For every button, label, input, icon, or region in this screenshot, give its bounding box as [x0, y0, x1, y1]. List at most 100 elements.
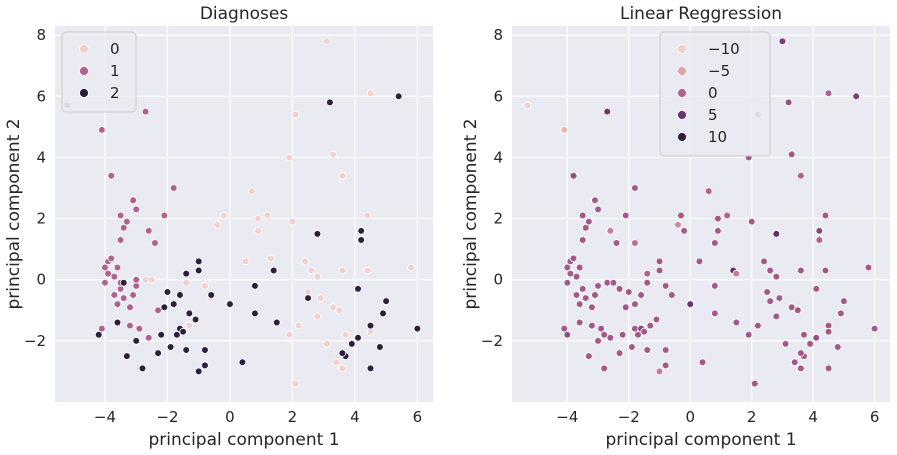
scatter-point	[313, 312, 322, 321]
scatter-point	[787, 150, 796, 159]
legend: −10 −5 0 5 10	[659, 31, 771, 157]
scatter-point	[597, 324, 605, 333]
scatter-point	[113, 263, 122, 272]
x-tick-label: 2	[288, 408, 298, 426]
scatter-point	[560, 126, 569, 134]
scatter-point	[316, 294, 325, 302]
scatter-point	[207, 291, 215, 299]
scatter-point	[338, 266, 347, 275]
scatter-point	[376, 343, 384, 351]
scatter-point	[226, 300, 234, 308]
scatter-point	[288, 217, 297, 226]
scatter-point	[98, 126, 106, 134]
scatter-point	[569, 254, 578, 263]
chart-title: Linear Reggression	[620, 4, 782, 24]
scatter-point	[772, 312, 781, 321]
scatter-point	[714, 214, 722, 223]
x-tick-label: 0	[685, 408, 695, 426]
scatter-point	[173, 330, 181, 339]
scatter-point	[744, 330, 753, 339]
scatter-point	[129, 196, 137, 205]
scatter-point	[322, 37, 331, 46]
scatter-point	[637, 291, 645, 299]
y-tick-label: 4	[36, 148, 46, 166]
scatter-point	[772, 230, 781, 238]
scatter-point	[119, 223, 128, 232]
scatter-point	[797, 266, 805, 275]
scatter-point	[104, 269, 112, 278]
scatter-point	[138, 364, 147, 373]
scatter-point	[116, 211, 125, 220]
scatter-point	[291, 379, 300, 388]
scatter-point	[711, 309, 719, 318]
scatter-point	[160, 303, 169, 312]
scatter-point	[201, 282, 209, 290]
scatter-point	[852, 92, 860, 101]
scatter-point	[185, 321, 194, 330]
scatter-point	[366, 89, 375, 98]
scatter-point	[379, 309, 387, 318]
scatter-point	[680, 227, 688, 235]
scatter-point	[766, 266, 774, 275]
scatter-point	[778, 37, 787, 46]
y-tick-label: 6	[493, 87, 503, 105]
scatter-point	[301, 257, 309, 266]
scatter-point	[840, 297, 848, 305]
scatter-point	[363, 266, 372, 275]
scatter-point	[304, 294, 312, 302]
scatter-point	[357, 236, 365, 244]
scatter-point	[107, 254, 116, 263]
scatter-point	[363, 211, 372, 220]
scatter-point	[335, 306, 344, 315]
y-tick-label: 6	[36, 87, 46, 105]
scatter-point	[407, 263, 415, 272]
scatter-point	[615, 349, 624, 357]
scatter-point	[655, 257, 664, 266]
scatter-point	[413, 324, 422, 333]
x-tick-label: 0	[225, 408, 235, 426]
scatter-point	[747, 217, 756, 226]
scatter-point	[695, 257, 704, 266]
scatter-point	[634, 330, 642, 339]
x-tick-label: −2	[156, 408, 178, 426]
scatter-point	[585, 352, 593, 360]
scatter-point	[655, 367, 664, 376]
scatter-point	[329, 150, 337, 159]
scatter-point	[591, 291, 599, 299]
scatter-point	[357, 227, 365, 235]
legend-box	[61, 31, 137, 113]
legend-label: 10	[708, 128, 727, 146]
scatter-point	[179, 327, 187, 336]
scatter-point	[201, 361, 209, 370]
scatter-point	[338, 364, 347, 373]
scatter-point	[329, 303, 337, 312]
scatter-point	[269, 266, 278, 275]
legend-marker	[79, 88, 89, 98]
scatter-point	[307, 266, 315, 275]
scatter-point	[591, 196, 599, 205]
scatter-point	[581, 294, 590, 302]
scatter-point	[569, 171, 578, 180]
scatter-point	[797, 171, 805, 180]
scatter-point	[621, 303, 630, 312]
scatter-point	[824, 364, 833, 373]
scatter-point	[646, 321, 655, 330]
scatter-point	[606, 334, 615, 342]
scatter-point	[394, 92, 403, 101]
scatter-point	[618, 330, 627, 339]
scatter-point	[194, 266, 203, 275]
scatter-points	[63, 37, 422, 388]
scatter-point	[732, 269, 741, 278]
scatter-point	[141, 107, 150, 116]
scatter-point	[566, 269, 575, 278]
legend-label: −5	[708, 62, 730, 80]
legend-marker	[677, 110, 687, 120]
scatter-point	[523, 101, 532, 110]
scatter-point	[824, 327, 833, 336]
scatter-point	[572, 272, 581, 281]
legend-label: 2	[110, 84, 120, 102]
scatter-point	[784, 98, 793, 107]
scatter-point	[101, 263, 109, 272]
legend-label: −10	[708, 40, 740, 58]
scatter-point	[254, 214, 262, 223]
